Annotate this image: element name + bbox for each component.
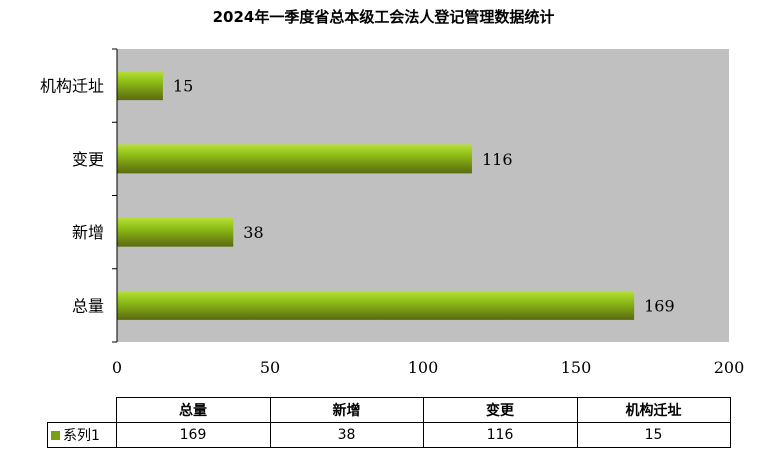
legend-swatch (51, 430, 60, 440)
table-value-cell: 15 (576, 422, 731, 448)
table-header-cell: 变更 (422, 397, 578, 423)
bar-chart: 169 38 116 15 总量 新增 变更 机构迁址 0 50 100 150 200 (40, 48, 745, 377)
data-label: 169 (644, 296, 675, 315)
data-label: 15 (173, 77, 193, 96)
category-label: 总量 (72, 296, 104, 315)
data-label: 116 (482, 150, 513, 169)
table-header-cell: 新增 (269, 397, 424, 423)
table-value-cell: 169 (115, 422, 271, 448)
category-label: 机构迁址 (40, 77, 104, 96)
table-value-cell: 116 (422, 422, 578, 448)
legend-key-cell: 系列1 (47, 422, 117, 448)
x-tick-label: 200 (714, 358, 745, 377)
table-header-cell: 机构迁址 (576, 397, 731, 423)
table-value-cell: 38 (269, 422, 424, 448)
table-row: 系列1 169 38 116 15 (47, 422, 731, 448)
bar (117, 217, 234, 247)
chart-title: 2024年一季度省总本级工会法人登记管理数据统计 (212, 8, 555, 26)
table-corner-cell (47, 397, 117, 423)
bar (117, 290, 635, 320)
x-tick-label: 0 (112, 358, 122, 377)
table-header-cell: 总量 (115, 397, 271, 423)
bar (117, 71, 163, 101)
series-name: 系列1 (63, 428, 100, 444)
category-label: 变更 (72, 150, 104, 169)
x-tick-label: 50 (260, 358, 280, 377)
x-tick-label: 100 (408, 358, 439, 377)
data-table: 总量 新增 变更 机构迁址 系列1 169 38 116 15 (47, 397, 731, 448)
x-tick-label: 150 (561, 358, 592, 377)
bar (117, 144, 472, 174)
data-label: 38 (243, 223, 263, 242)
category-label: 新增 (72, 223, 104, 242)
table-header-row: 总量 新增 变更 机构迁址 (47, 397, 731, 423)
